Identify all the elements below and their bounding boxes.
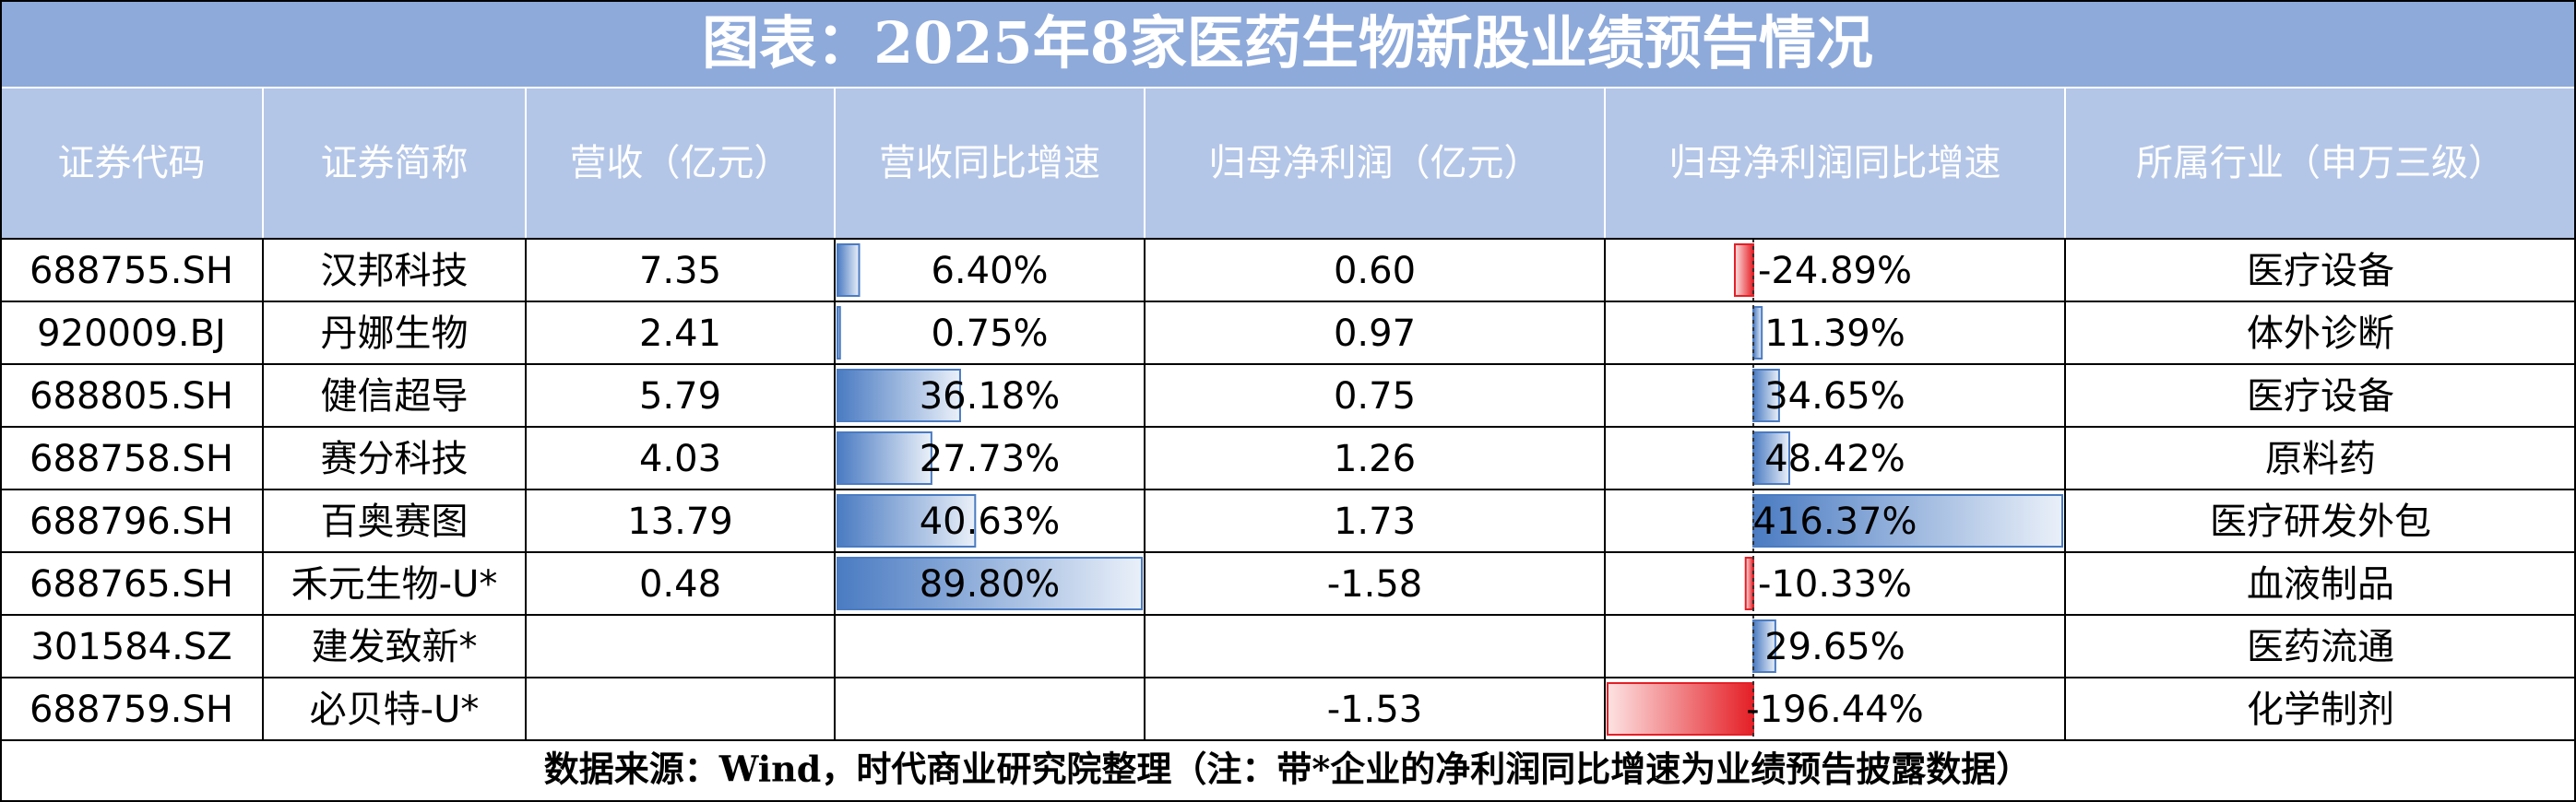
table-cell: 688758.SH	[30, 438, 233, 480]
data-bar	[837, 494, 977, 548]
table-cell: 688759.SH	[30, 689, 233, 731]
table-cell: 36.18%	[920, 375, 1061, 418]
table-cell: 0.48	[639, 563, 721, 606]
table-cell: 5.79	[639, 375, 721, 418]
table-cell: 6.40%	[931, 250, 1048, 292]
table-cell: 医疗设备	[2247, 250, 2394, 292]
table-cell: 医疗研发外包	[2210, 501, 2431, 543]
table-cell: 必贝特-U*	[310, 689, 480, 731]
table-cell: 1.26	[1334, 438, 1416, 480]
header-cell: 营收同比增速	[879, 142, 1100, 184]
header-cell: 所属行业（申万三级）	[2136, 142, 2505, 184]
data-bar	[1752, 306, 1763, 360]
table-cell: -1.53	[1327, 689, 1423, 731]
table-cell: 1.73	[1334, 501, 1416, 543]
table-cell: 7.35	[639, 250, 721, 292]
table-cell: 13.79	[627, 501, 733, 543]
table-cell: -1.58	[1327, 563, 1423, 606]
table-cell: 体外诊断	[2247, 313, 2394, 355]
table-cell: 40.63%	[920, 501, 1061, 543]
data-bar	[837, 431, 932, 485]
data-bar	[837, 306, 841, 360]
data-bar	[837, 369, 961, 422]
header-cell: 证券简称	[321, 142, 469, 184]
table-cell: -24.89%	[1758, 250, 1912, 292]
table-cell: 301584.SZ	[30, 626, 231, 668]
table-cell: -10.33%	[1758, 563, 1912, 606]
table-cell: 汉邦科技	[321, 250, 469, 292]
table-cell: 2.41	[639, 313, 721, 355]
data-bar	[1734, 243, 1755, 297]
data-bar	[1744, 557, 1755, 610]
header-cell: 归母净利润（亿元）	[1209, 142, 1541, 184]
data-bar	[1752, 369, 1780, 422]
table-cell: 建发致新*	[312, 626, 478, 668]
table-cell: 48.42%	[1764, 438, 1905, 480]
data-bar	[837, 557, 1143, 610]
title-bar	[0, 0, 2576, 88]
table-cell: 416.37%	[1753, 501, 1917, 543]
table-cell: 原料药	[2265, 438, 2376, 480]
data-bar	[1752, 431, 1790, 485]
table-cell: 丹娜生物	[321, 313, 469, 355]
table-cell: 禾元生物-U*	[291, 563, 498, 606]
table-cell: 0.60	[1334, 250, 1416, 292]
table-cell: 34.65%	[1764, 375, 1905, 418]
table-cell: 赛分科技	[321, 438, 469, 480]
header-cell: 证券代码	[58, 142, 206, 184]
table-cell: 89.80%	[920, 563, 1061, 606]
header-cell: 归母净利润同比增速	[1669, 142, 2001, 184]
table-cell: 0.75	[1334, 375, 1416, 418]
table-cell: 0.97	[1334, 313, 1416, 355]
table-cell: 化学制剂	[2247, 689, 2394, 731]
title: 图表：2025年8家医药生物新股业绩预告情况	[702, 9, 1873, 77]
table-cell: 688805.SH	[30, 375, 233, 418]
table-cell: 688796.SH	[30, 501, 233, 543]
table-cell: 百奥赛图	[321, 501, 469, 543]
table-cell: 920009.BJ	[37, 313, 226, 355]
table-cell: 29.65%	[1764, 626, 1905, 668]
table-cell: 医药流通	[2247, 626, 2394, 668]
data-bar	[837, 243, 861, 297]
data-bar	[1607, 682, 1755, 736]
footer: 数据来源：Wind，时代商业研究院整理（注：带*企业的净利润同比增速为业绩预告披…	[544, 749, 2032, 790]
table-cell: 688755.SH	[30, 250, 233, 292]
table-cell: 医疗设备	[2247, 375, 2394, 418]
table-cell: 健信超导	[321, 375, 469, 418]
table-cell: 11.39%	[1764, 313, 1905, 355]
table-cell: 688765.SH	[30, 563, 233, 606]
table-cell: 0.75%	[931, 313, 1048, 355]
header-cell: 营收（亿元）	[570, 142, 791, 184]
data-bar	[1752, 494, 2063, 548]
table-cell: -196.44%	[1746, 689, 1923, 731]
header-bar	[0, 88, 2576, 239]
table-cell: 4.03	[639, 438, 721, 480]
table-cell: 血液制品	[2247, 563, 2394, 606]
table-cell: 27.73%	[920, 438, 1061, 480]
